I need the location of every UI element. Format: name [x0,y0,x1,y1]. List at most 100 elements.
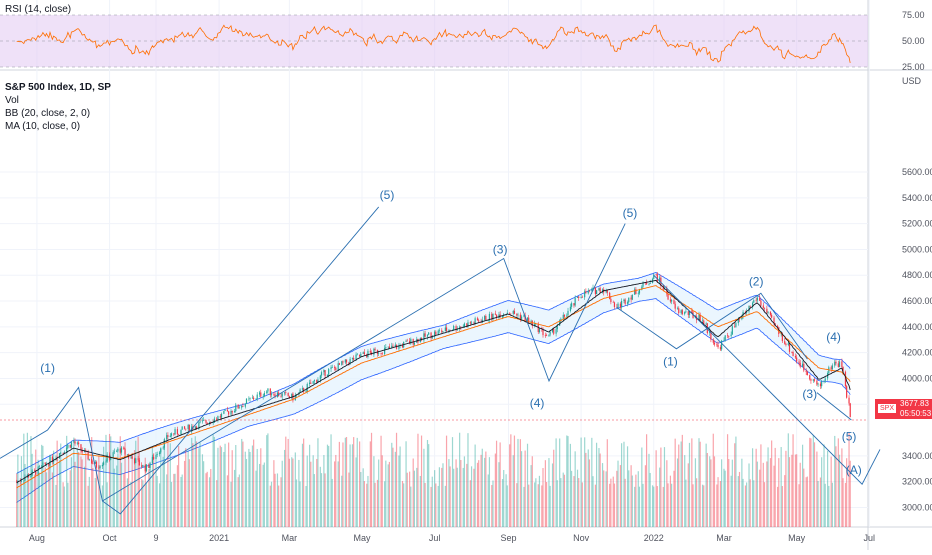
candle-body [635,289,637,295]
wave-line[interactable] [616,292,808,360]
volume-bar [776,486,779,527]
wave-label[interactable]: (1) [663,355,678,369]
volume-bar [369,441,371,527]
volume-bar [651,485,654,527]
volume-bar [216,480,218,527]
wave-label[interactable]: (4) [530,396,545,410]
candle-body [816,380,818,385]
time-tick-label: May [788,533,806,543]
volume-bar [155,459,157,527]
volume-bar [276,473,279,527]
wave-label[interactable]: (2) [749,275,764,289]
legend-vol[interactable]: Vol [5,95,19,106]
volume-bar [448,459,450,527]
volume-bar [24,463,26,527]
volume-bar [112,454,114,527]
candle-body [838,361,841,368]
candle-body [530,320,532,322]
volume-bar [345,436,348,527]
candle-body [313,380,315,382]
volume-bar [735,436,737,527]
volume-bar [223,451,225,527]
candle-body [266,391,268,393]
volume-bar [821,457,823,527]
volume-bar [663,447,666,527]
legend-ma[interactable]: MA (10, close, 0) [5,121,81,132]
volume-bar [588,459,591,527]
wave-label[interactable]: (5) [380,188,395,202]
candle-body [380,353,382,354]
volume-bar [476,462,479,527]
wave-line[interactable] [0,206,380,515]
volume-bar [81,459,83,527]
wave-line[interactable] [816,392,852,421]
candle-body [746,311,748,313]
legend-bb[interactable]: BB (20, close, 2, 0) [5,108,91,119]
candle-body [684,311,686,315]
volume-bar [667,483,669,527]
wave-line[interactable] [653,274,881,485]
candle-body [762,305,764,309]
volume-bar [348,472,350,527]
volume-bar [771,440,773,527]
volume-bar [356,437,358,527]
volume-bar [630,465,632,527]
volume-bar [262,464,264,527]
elliott-wave-lines: (1) (5) (3) (4) (5) (1) (2) (3) (4) (5) (A) [0,188,881,515]
candle-body [274,394,276,397]
candle-body [180,429,182,435]
volume-bar [130,481,132,527]
wave-label[interactable]: (3) [802,387,817,401]
volume-bar [478,460,480,527]
volume-bar [287,438,289,527]
wave-label[interactable]: (1) [40,361,55,375]
volume-bar [824,483,826,527]
volume-bar [730,475,732,527]
volume-bar [724,470,726,527]
rsi-level-label: 25.00 [902,62,925,72]
wave-label[interactable]: (5) [842,429,857,443]
candle-body [160,448,162,453]
volume-bar [459,432,461,527]
candle-body [444,327,446,332]
wave-label[interactable]: (3) [493,242,508,256]
volume-bar [191,437,193,527]
candle-body [151,456,154,464]
volume-bar [548,458,550,527]
candle-body [262,396,264,397]
volume-bar [749,479,751,527]
candle-body [17,480,19,482]
candle-body [198,422,200,429]
wave-line[interactable] [102,223,626,502]
candle-body [373,348,375,355]
candle-body [201,420,204,422]
candle-body [581,296,583,298]
candle-body [123,447,125,450]
candle-body [655,274,657,276]
volume-bar [148,468,150,527]
volume-bar [781,486,783,527]
volume-bar [388,461,390,527]
symbol-title[interactable]: S&P 500 Index, 1D, SP [5,82,111,93]
candle-body [803,363,805,371]
candle-body [653,274,655,279]
volume-bar [646,434,648,527]
candle-body [524,315,526,321]
volume-bar [706,453,708,527]
volume-bar [523,486,525,527]
candle-body [16,481,18,483]
candle-body [685,311,687,312]
wave-label[interactable]: (5) [623,206,638,220]
volume-bar [77,452,80,527]
candle-body [355,354,357,360]
time-tick-label: May [353,533,371,543]
wave-label[interactable]: (4) [826,330,841,344]
volume-bar [581,482,583,527]
wave-label[interactable]: (A) [846,463,862,477]
volume-bar [562,472,564,527]
candle-body [559,320,561,326]
candle-body [230,410,232,415]
candle-body [66,447,68,452]
